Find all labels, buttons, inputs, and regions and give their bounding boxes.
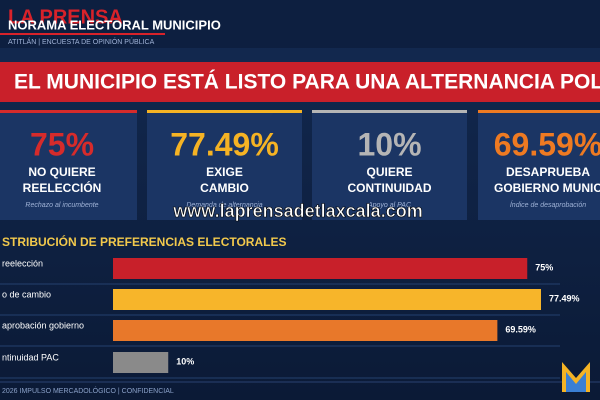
card-line: NO QUIERE [28,165,95,179]
card-note: Demanda de alternancia [186,202,262,209]
card-accent [0,110,137,113]
category-label: ntinuidad PAC [2,352,59,362]
value-label: 77.49% [549,293,580,303]
brand-icon-inner [566,372,586,392]
banner [0,62,600,102]
card-line: QUIERE [366,165,412,179]
card-accent [478,110,600,113]
card-accent [147,110,302,113]
card-value: 10% [357,126,421,162]
logo: LA PRENSA [8,6,123,28]
card-line: REELECCIÓN [23,180,102,195]
card-value: 75% [30,126,94,162]
card-line: GOBIERNO MUNIC [494,181,600,195]
card [147,110,302,220]
header-title: NORAMA ELECTORAL MUNICIPIO [8,17,221,32]
category-label: o de cambio [2,289,51,299]
card-line: CONTINUIDAD [348,181,432,195]
card-note: Apoyo al PAC [367,202,412,209]
chart-title: STRIBUCIÓN DE PREFERENCIAS ELECTORALES [2,234,286,249]
card-line: DESAPRUEBA [506,165,590,179]
footer: 2026 IMPULSO MERCADOLÓGICO | CONFIDENCIA… [2,386,174,395]
value-label: 75% [535,262,553,272]
bar [113,352,169,373]
banner-text: EL MUNICIPIO ESTÁ LISTO PARA UNA ALTERNA… [14,71,600,94]
card-note: Rechazo al incumbente [25,202,98,209]
bar [113,320,498,341]
value-label: 10% [176,356,194,366]
category-label: aprobación gobierno [2,320,84,330]
card [478,110,600,220]
bar [113,289,541,310]
header-subtitle: ATITLÁN | ENCUESTA DE OPINIÓN PÚBLICA [8,37,155,46]
bar-chart: reelección 75% o de cambio 77.49% aprobación… [0,258,580,379]
card [312,110,467,220]
card-line: CAMBIO [200,181,249,195]
card [0,110,137,220]
bar [113,258,528,279]
card-note: Índice de desaprobación [510,200,586,209]
card-line: EXIGE [206,165,243,179]
card-value: 69.59% [494,126,600,162]
card-value: 77.49% [170,126,279,162]
watermark: www.laprensadetlaxcala.com [172,201,422,221]
card-accent [312,110,467,113]
value-label: 69.59% [505,324,536,334]
header-bar [0,0,600,48]
category-label: reelección [2,258,43,268]
